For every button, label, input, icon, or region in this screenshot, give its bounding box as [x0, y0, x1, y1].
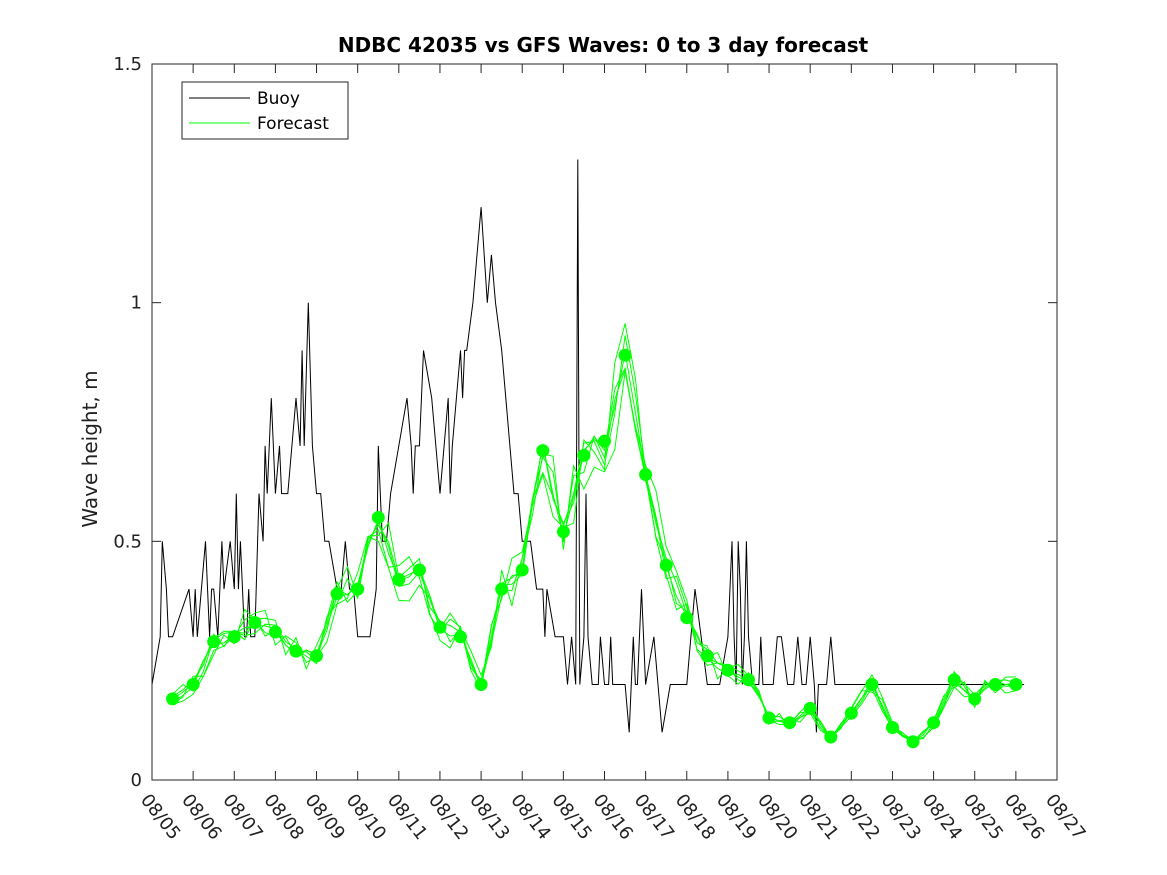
forecast-point: [824, 730, 838, 744]
y-tick-label: 1: [131, 293, 142, 314]
forecast-point: [371, 511, 385, 524]
forecast-point: [577, 448, 591, 462]
forecast-point: [412, 563, 426, 577]
forecast-point: [536, 444, 550, 458]
forecast-point: [680, 611, 694, 625]
forecast-point: [207, 635, 221, 649]
forecast-point: [474, 678, 488, 691]
forecast-point: [803, 701, 817, 715]
forecast-point: [988, 678, 1002, 691]
y-tick-label: 1.5: [113, 54, 142, 75]
legend-buoy-label: Buoy: [257, 89, 300, 109]
forecast-point: [721, 663, 735, 677]
chart-title: NDBC 42035 vs GFS Waves: 0 to 3 day fore…: [338, 33, 869, 57]
y-tick-label: 0.5: [113, 531, 142, 552]
buoy-series: [151, 159, 1025, 733]
forecast-point: [1009, 678, 1023, 691]
plot-area: [152, 64, 1057, 780]
y-axis-label: Wave height, m: [78, 370, 102, 527]
forecast-point: [700, 649, 714, 663]
forecast-point: [166, 692, 180, 706]
forecast-point: [186, 678, 200, 691]
forecast-point: [330, 587, 344, 601]
forecast-point: [906, 735, 920, 749]
forecast-point: [268, 625, 282, 639]
forecast-point: [310, 649, 323, 663]
legend: Buoy Forecast: [181, 81, 349, 140]
forecast-point: [433, 620, 447, 634]
forecast-point: [659, 558, 673, 572]
forecast-point: [762, 711, 776, 725]
forecast-point: [927, 716, 941, 730]
forecast-point: [515, 563, 529, 577]
forecast-point: [886, 721, 899, 734]
forecast-point: [227, 630, 241, 644]
forecast-point: [556, 525, 570, 539]
forecast-point: [495, 582, 509, 596]
legend-forecast-label: Forecast: [257, 114, 329, 134]
forecast-point: [289, 644, 303, 658]
forecast-point: [351, 582, 365, 596]
forecast-point: [639, 468, 653, 481]
forecast-point: [618, 348, 632, 362]
forecast-point: [844, 706, 858, 720]
forecast-point: [598, 434, 611, 448]
forecast-markers: [166, 348, 1023, 749]
forecast-point: [742, 673, 755, 687]
buoy-line: [151, 159, 1025, 733]
forecast-point: [454, 630, 467, 644]
forecast-point: [968, 692, 982, 706]
forecast-point: [248, 616, 262, 629]
forecast-point: [392, 573, 406, 586]
forecast-point: [783, 716, 797, 730]
y-tick-label: 0: [131, 770, 142, 791]
forecast-point: [865, 678, 879, 691]
legend-box: [181, 81, 349, 140]
forecast-point: [947, 673, 961, 687]
